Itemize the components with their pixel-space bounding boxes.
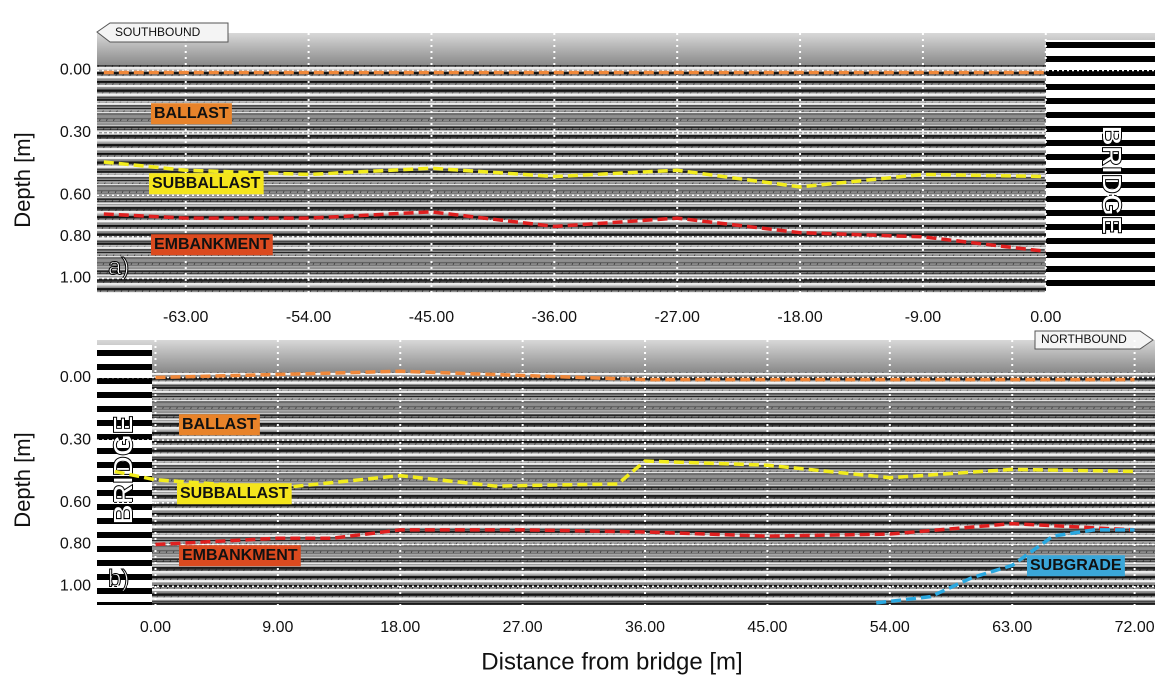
annotation: SUBBALLAST xyxy=(152,175,261,192)
interface-line xyxy=(876,528,1135,605)
panel-label: b) xyxy=(108,565,129,592)
annotation-box xyxy=(151,103,232,125)
interface-line xyxy=(155,521,1135,547)
x-tick-label: 36.00 xyxy=(625,619,665,636)
y-axis-label: Depth [m] xyxy=(10,432,35,527)
y-tick-label: 0.30 xyxy=(60,124,91,141)
x-tick-label: 54.00 xyxy=(870,619,910,636)
direction-label: SOUTHBOUND xyxy=(115,25,201,39)
annotation-box xyxy=(177,483,292,505)
direction-arrow xyxy=(96,22,229,43)
annotation-box xyxy=(179,414,260,436)
annotation: BALLAST xyxy=(154,105,229,122)
y-tick-label: 1.00 xyxy=(60,270,91,287)
interface-line xyxy=(103,210,1046,254)
y-tick-label: 0.80 xyxy=(60,228,91,245)
y-tick-label: 1.00 xyxy=(60,577,91,594)
x-tick-label: 45.00 xyxy=(747,619,787,636)
annotation-box xyxy=(149,173,264,195)
x-tick-label: -54.00 xyxy=(286,309,331,326)
bridge-label: BRIDGE xyxy=(1097,126,1128,235)
y-tick-label: 0.00 xyxy=(60,369,91,386)
air-band xyxy=(97,33,1155,65)
x-tick-label: 27.00 xyxy=(503,619,543,636)
air-band xyxy=(97,340,1155,372)
x-axis-label: Distance from bridge [m] xyxy=(481,648,742,675)
bridge-label: BRIDGE xyxy=(107,416,138,525)
panel-label: a) xyxy=(108,253,129,280)
x-tick-label: -63.00 xyxy=(163,309,208,326)
bridge-zone xyxy=(1046,40,1155,293)
annotation: SUBGRADE xyxy=(1030,557,1122,574)
x-tick-label: 18.00 xyxy=(380,619,420,636)
annotation-box xyxy=(179,545,301,567)
annotation: SUBBALLAST xyxy=(180,485,289,502)
x-tick-label: 63.00 xyxy=(992,619,1032,636)
annotation: BALLAST xyxy=(182,416,257,433)
direction-label: NORTHBOUND xyxy=(1041,332,1127,346)
y-tick-label: 0.60 xyxy=(60,186,91,203)
radargram xyxy=(97,33,1155,293)
x-tick-label: -27.00 xyxy=(655,309,700,326)
annotation: EMBANKMENT xyxy=(154,236,270,253)
interface-line xyxy=(103,160,1046,189)
y-tick-label: 0.60 xyxy=(60,494,91,511)
bridge-zone xyxy=(97,345,152,605)
x-tick-label: -9.00 xyxy=(905,309,942,326)
direction-arrow xyxy=(1034,330,1154,350)
annotation-box xyxy=(1027,555,1125,577)
y-tick-label: 0.30 xyxy=(60,431,91,448)
annotation-box xyxy=(151,234,273,256)
x-tick-label: -45.00 xyxy=(409,309,454,326)
x-tick-label: -36.00 xyxy=(532,309,577,326)
x-tick-label: 0.00 xyxy=(140,619,171,636)
x-tick-label: 9.00 xyxy=(262,619,293,636)
y-tick-label: 0.00 xyxy=(60,62,91,79)
x-tick-label: -18.00 xyxy=(777,309,822,326)
y-tick-label: 0.80 xyxy=(60,536,91,553)
y-axis-label: Depth [m] xyxy=(10,132,35,227)
x-tick-label: 0.00 xyxy=(1030,309,1061,326)
interface-line xyxy=(155,369,1135,382)
annotation: EMBANKMENT xyxy=(182,547,298,564)
x-tick-label: 72.00 xyxy=(1115,619,1155,636)
